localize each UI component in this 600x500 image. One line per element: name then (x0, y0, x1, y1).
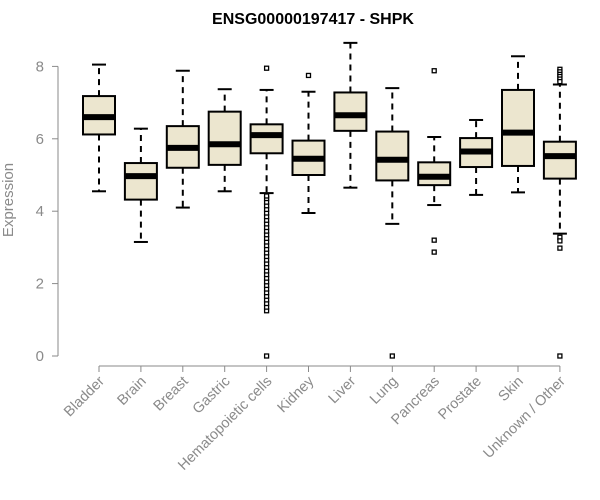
outlier-point (557, 245, 563, 251)
boxes-group (82, 41, 577, 359)
box-liver (333, 41, 368, 189)
y-axis: 0 2 4 6 8 (36, 58, 59, 365)
y-tick-label: 2 (36, 276, 44, 293)
y-tick-label: 0 (36, 348, 44, 365)
box-iqr (542, 140, 577, 180)
chart-title: ENSG00000197417 - SHPK (212, 11, 414, 28)
box-iqr (417, 161, 452, 187)
box-iqr (249, 123, 284, 155)
box-breast (165, 69, 200, 209)
box-kidney (291, 72, 326, 215)
outlier-point (305, 72, 312, 79)
box-iqr (123, 162, 158, 201)
x-tick-label: Liver (326, 373, 360, 407)
box-skin (501, 55, 535, 194)
outlier-point (389, 353, 395, 359)
box-gastric (207, 88, 242, 193)
outlier-point (557, 238, 563, 244)
box-unknown-other (542, 66, 577, 359)
x-tick-label: Prostate (435, 374, 484, 423)
y-tick-label: 8 (36, 58, 44, 75)
box-iqr (375, 130, 410, 182)
x-tick-label: Brain (114, 374, 149, 409)
box-hematopoietic-cells (249, 65, 284, 359)
box-bladder (82, 63, 116, 193)
outlier-point (431, 68, 437, 74)
y-tick-label: 6 (36, 131, 44, 148)
box-brain (123, 127, 158, 243)
x-tick-label: Bladder (61, 373, 108, 420)
outlier-point (557, 78, 563, 85)
box-iqr (207, 110, 242, 166)
box-iqr (501, 88, 535, 167)
outlier-point (263, 193, 270, 199)
outlier-point (431, 237, 437, 243)
box-prostate (459, 118, 494, 196)
x-tick-label: Skin (496, 374, 527, 405)
outlier-point (263, 65, 270, 71)
y-tick-label: 4 (36, 203, 44, 220)
box-lung (375, 87, 410, 359)
x-tick-label: Kidney (275, 373, 318, 416)
x-tick-label: Lung (367, 374, 401, 408)
box-pancreas (417, 68, 452, 255)
outlier-point (431, 249, 437, 255)
outlier-point (263, 353, 270, 359)
box-iqr (333, 91, 368, 132)
outlier-point (557, 353, 563, 359)
y-axis-label: Expression (0, 163, 17, 237)
x-tick-label: Breast (151, 374, 192, 415)
